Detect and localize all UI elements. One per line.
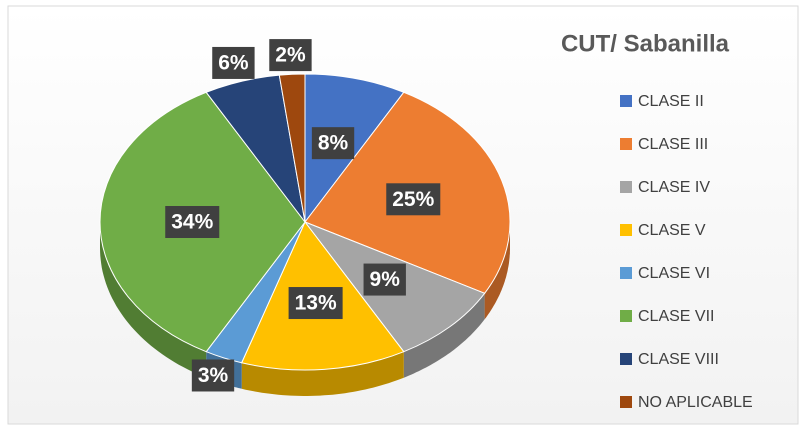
slice-side [241, 351, 404, 396]
legend-swatch [620, 310, 632, 322]
data-label-text: 13% [295, 292, 337, 315]
data-label-text: 34% [171, 211, 213, 234]
data-label-text: 9% [370, 268, 401, 291]
data-label: 6% [212, 46, 255, 79]
data-label: 3% [191, 359, 235, 392]
data-label-text: 2% [275, 44, 306, 67]
pie [99, 73, 511, 396]
data-label: 34% [165, 206, 220, 238]
data-label-text: 6% [218, 51, 249, 74]
data-label-text: 3% [198, 364, 229, 387]
data-label-box [165, 206, 220, 238]
legend-label: NO APLICABLE [638, 394, 753, 411]
data-label-text: 8% [318, 132, 349, 155]
legend-label: CLASE II [638, 93, 704, 110]
slice-side [403, 293, 485, 378]
legend-swatch [620, 95, 632, 107]
data-label-text: 25% [392, 188, 434, 211]
data-label: 8% [311, 127, 355, 160]
slice [304, 73, 405, 224]
legend-swatch [620, 353, 632, 365]
legend-swatch [620, 138, 632, 150]
data-label: 25% [386, 183, 441, 216]
data-label-box [386, 183, 441, 216]
data-label-box [311, 127, 355, 160]
data-label: 9% [363, 263, 406, 296]
data-label-box [288, 287, 343, 320]
legend-label: CLASE VIII [638, 351, 719, 368]
slice [278, 73, 306, 223]
data-label-box [363, 263, 406, 296]
legend-swatch [620, 396, 632, 408]
legend-swatch [620, 224, 632, 236]
data-label: 2% [269, 39, 312, 72]
data-label: 13% [288, 287, 343, 320]
legend-label: CLASE III [638, 136, 708, 153]
slice-side [484, 222, 510, 320]
data-label-box [191, 359, 235, 392]
chart-title: CUT/ Sabanilla [561, 30, 730, 57]
legend-swatch [620, 267, 632, 279]
data-labels: 8% 25% 9% 13% 3% 34% 6% 2% [165, 39, 441, 392]
legend: CLASE II CLASE III CLASE IV CLASE V CLASE VI… [620, 93, 753, 411]
legend-label: CLASE V [638, 222, 706, 239]
data-label-box [269, 39, 312, 72]
legend-swatch [620, 181, 632, 193]
legend-label: CLASE VI [638, 265, 710, 282]
data-label-box [212, 46, 255, 79]
legend-label: CLASE IV [638, 179, 710, 196]
legend-label: CLASE VII [638, 308, 714, 325]
